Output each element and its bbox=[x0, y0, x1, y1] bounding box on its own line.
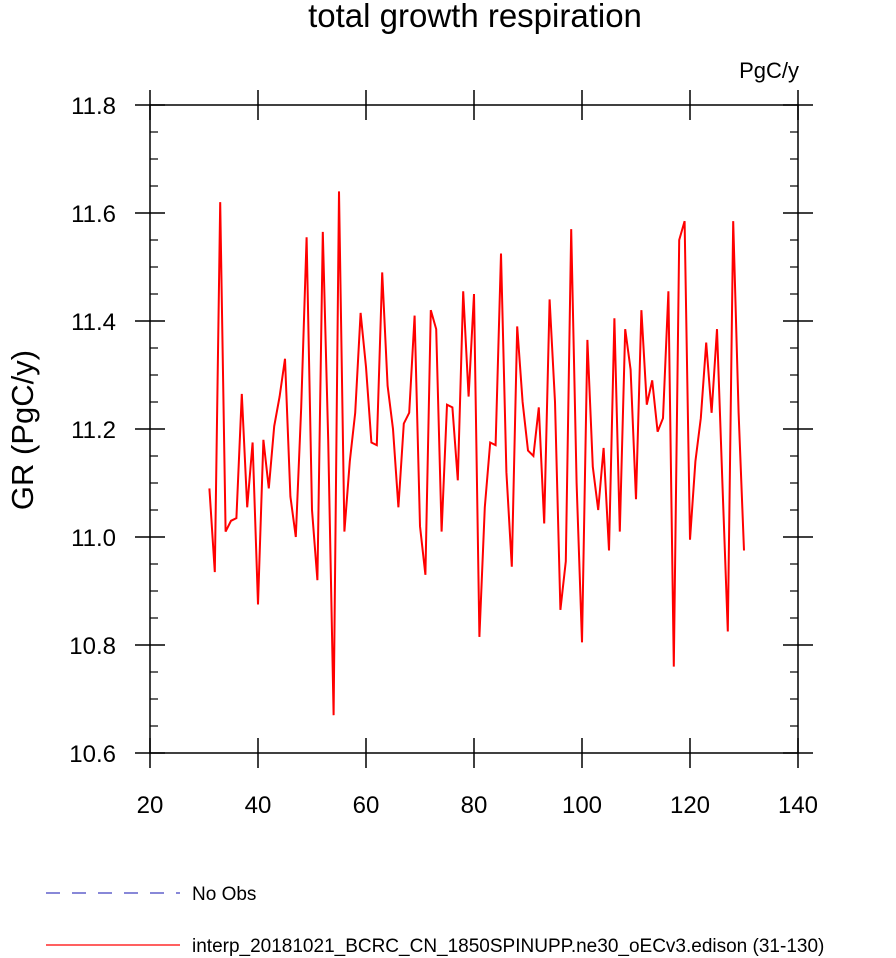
series-group bbox=[208, 191, 745, 716]
y-tick-label: 11.0 bbox=[71, 525, 116, 552]
y-tick-label: 10.6 bbox=[69, 741, 116, 768]
x-tick-label: 140 bbox=[778, 792, 818, 819]
x-tick-label: 120 bbox=[670, 792, 710, 819]
y-axis-label: GR (PgC/y) bbox=[5, 350, 40, 510]
legend-label: No Obs bbox=[192, 884, 256, 905]
x-tick-label: 20 bbox=[137, 792, 164, 819]
y-tick-label: 11.8 bbox=[71, 93, 116, 120]
units-label: PgC/y bbox=[739, 58, 799, 83]
x-axis: 20 40 60 80 100 120 140 bbox=[137, 90, 818, 819]
x-tick-label: 80 bbox=[461, 792, 488, 819]
x-tick-label: 60 bbox=[353, 792, 380, 819]
y-axis: 10.6 10.8 11.0 11.2 11.4 11.6 11.8 bbox=[69, 93, 813, 768]
x-tick-label: 40 bbox=[245, 792, 272, 819]
y-tick-label: 11.2 bbox=[71, 417, 116, 444]
plot-frame bbox=[149, 104, 799, 754]
series-line bbox=[208, 191, 745, 716]
legend: No Obs interp_20181021_BCRC_CN_1850SPINUP… bbox=[46, 884, 824, 957]
chart-title: total growth respiration bbox=[308, 0, 642, 34]
y-tick-label: 10.8 bbox=[69, 633, 116, 660]
legend-label: interp_20181021_BCRC_CN_1850SPINUPP.ne30… bbox=[192, 936, 824, 957]
y-tick-label: 11.6 bbox=[71, 201, 116, 228]
y-tick-label: 11.4 bbox=[71, 309, 116, 336]
x-tick-label: 100 bbox=[562, 792, 602, 819]
